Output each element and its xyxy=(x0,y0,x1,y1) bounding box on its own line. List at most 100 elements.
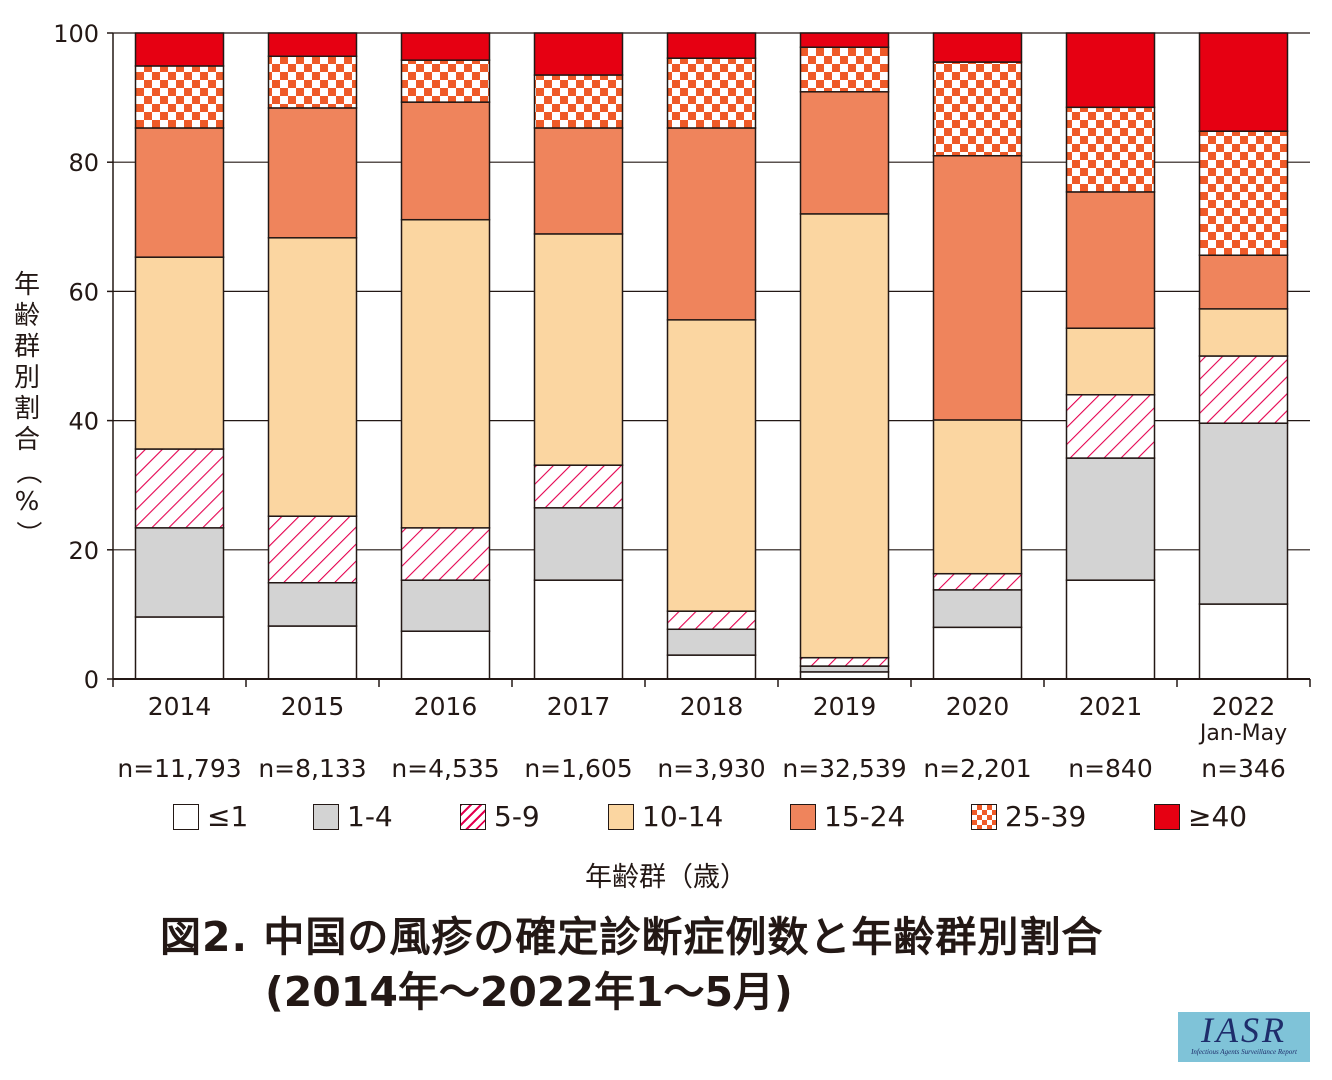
legend-item: 15-24 xyxy=(790,800,905,833)
bar-segment-≤1 xyxy=(533,579,624,680)
bar-segment-10-14 xyxy=(533,233,624,466)
bar-segment-15-24 xyxy=(1198,254,1289,310)
bar-segment-25-39 xyxy=(400,59,491,103)
bar-segment-5-9 xyxy=(400,527,491,581)
legend-label: 5-9 xyxy=(494,800,540,833)
legend-swatch xyxy=(608,803,634,830)
bar-segment-10-14 xyxy=(400,218,491,529)
bar-segment-10-14 xyxy=(1065,327,1156,396)
chart-subtitle: (2014年～2022年1～5月) xyxy=(265,968,793,1016)
bar-segment-5-9 xyxy=(1065,394,1156,459)
bar-segment-1-4 xyxy=(134,527,225,618)
bar-segment-25-39 xyxy=(1065,106,1156,193)
y-label-char: （ xyxy=(12,458,43,485)
y-tick-label: 60 xyxy=(68,278,99,306)
bar-segment-≤1 xyxy=(267,625,358,680)
y-tick-label: 20 xyxy=(68,537,99,565)
bar-segment-≤1 xyxy=(400,630,491,680)
legend-label: ≤1 xyxy=(207,800,249,833)
x-tick-label: 2020 xyxy=(946,692,1010,721)
legend-item: ≥40 xyxy=(1154,800,1247,833)
bar-segment-≤1 xyxy=(799,671,890,680)
bar-segment-15-24 xyxy=(533,127,624,235)
legend-swatch xyxy=(1154,803,1180,830)
legend-label: 10-14 xyxy=(642,800,724,833)
bar-segment-25-39 xyxy=(267,55,358,109)
bar-segment-≥40 xyxy=(533,32,624,76)
bar-segment-5-9 xyxy=(1198,355,1289,424)
legend-item: 5-9 xyxy=(460,800,540,833)
bar-segment-≥40 xyxy=(666,32,757,59)
legend-label: 15-24 xyxy=(824,800,906,833)
bar-segment-10-14 xyxy=(932,419,1023,575)
legend-swatch xyxy=(790,803,816,830)
legend-item: 25-39 xyxy=(971,800,1086,833)
y-label-char: 齢 xyxy=(13,301,40,331)
bar-segment-1-4 xyxy=(400,579,491,632)
logo-subtext: Infectious Agents Surveillance Report xyxy=(1191,1048,1297,1056)
y-tick-label: 80 xyxy=(68,149,99,177)
bar-segment-1-4 xyxy=(799,665,890,673)
bar-segment-10-14 xyxy=(1198,308,1289,357)
legend-item: 1-4 xyxy=(313,800,393,833)
x-tick-label: 2022 xyxy=(1212,692,1276,721)
legend-swatch xyxy=(173,803,199,830)
logo-text: IASR xyxy=(1201,1010,1287,1050)
n-label: n=1,605 xyxy=(524,754,632,783)
bar-segment-25-39 xyxy=(932,61,1023,157)
x-tick-label: 2014 xyxy=(148,692,212,721)
y-tick-label: 40 xyxy=(68,408,99,436)
bar-segment-1-4 xyxy=(267,581,358,627)
bar-segment-1-4 xyxy=(932,589,1023,629)
bar-segment-5-9 xyxy=(267,515,358,584)
iasr-logo: IASR Infectious Agents Surveillance Repo… xyxy=(1178,1012,1310,1062)
y-label-char: 合 xyxy=(13,425,40,455)
x-tick-sublabel: Jan-May xyxy=(1198,721,1287,746)
n-label: n=11,793 xyxy=(117,754,241,783)
bar-segment-≥40 xyxy=(799,32,890,48)
bar-segment-5-9 xyxy=(799,656,890,667)
x-tick-label: 2019 xyxy=(813,692,877,721)
bar-segment-≤1 xyxy=(666,654,757,680)
legend-label: 25-39 xyxy=(1005,800,1087,833)
n-label: n=840 xyxy=(1068,754,1153,783)
y-label-char: 年 xyxy=(13,270,40,300)
bar-segment-15-24 xyxy=(932,154,1023,421)
bar-segment-15-24 xyxy=(267,107,358,239)
x-tick-label: 2018 xyxy=(680,692,744,721)
legend-swatch xyxy=(460,803,486,830)
y-label-char: ） xyxy=(12,520,43,547)
y-label-char: 割 xyxy=(13,394,40,424)
bar-segment-25-39 xyxy=(799,46,890,93)
bar-segment-≤1 xyxy=(1065,579,1156,680)
y-label-char: % xyxy=(14,487,40,517)
x-tick-label: 2021 xyxy=(1079,692,1143,721)
y-axis-label: 年 齢 群 別 割 合 （ % ） xyxy=(10,270,44,549)
tick-labels: 0 20 40 60 80 100 2014 n=11,793 2015 n=8,133 2016 n… xyxy=(53,20,1287,783)
legend-label: ≥40 xyxy=(1188,800,1248,833)
bar-segment-15-24 xyxy=(400,101,491,221)
bar-segment-1-4 xyxy=(1198,422,1289,605)
bar-segment-≥40 xyxy=(932,32,1023,63)
bar-segment-5-9 xyxy=(533,464,624,509)
x-tick-label: 2015 xyxy=(281,692,345,721)
n-label: n=2,201 xyxy=(923,754,1031,783)
axes xyxy=(107,32,1311,687)
bar-segment-10-14 xyxy=(666,319,757,612)
bars xyxy=(134,32,1289,680)
bar-segment-10-14 xyxy=(799,213,890,659)
bar-segment-25-39 xyxy=(1198,130,1289,256)
bar-segment-25-39 xyxy=(134,65,225,129)
bar-segment-≤1 xyxy=(932,626,1023,680)
bar-segment-≥40 xyxy=(267,32,358,58)
bar-segment-10-14 xyxy=(267,237,358,517)
bar-segment-15-24 xyxy=(666,127,757,321)
bar-segment-25-39 xyxy=(666,57,757,129)
bar-segment-1-4 xyxy=(666,628,757,656)
bar-segment-5-9 xyxy=(932,572,1023,591)
legend-label: 1-4 xyxy=(347,800,393,833)
chart-title: 図2. 中国の風疹の確定診断症例数と年齢群別割合 xyxy=(160,913,1104,961)
legend-swatch xyxy=(313,803,339,830)
bar-segment-1-4 xyxy=(1065,457,1156,581)
legend-swatch xyxy=(971,803,997,830)
